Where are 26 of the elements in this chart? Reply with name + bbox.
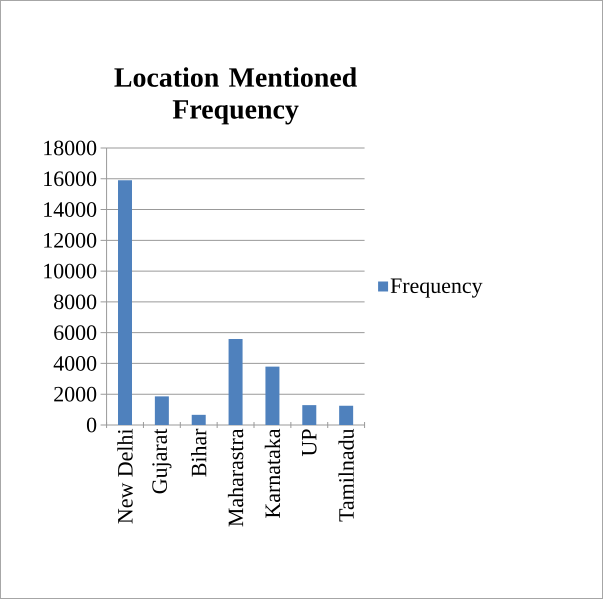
x-tick-label: New Delhi — [117, 428, 133, 524]
bar — [339, 406, 354, 425]
y-tick-label: 18000 — [44, 140, 96, 156]
y-tick-label: 12000 — [44, 232, 96, 248]
chart-title: Location Mentioned Frequency — [114, 67, 357, 124]
bar — [265, 366, 280, 425]
x-tick-label: UP — [302, 429, 317, 456]
bar — [154, 396, 169, 425]
x-tick-label: Tamilnadu — [338, 428, 354, 522]
y-tick-label: 4000 — [54, 356, 96, 371]
bar — [228, 338, 243, 425]
x-tick-label: Karnataka — [264, 428, 280, 518]
y-tick-label: 6000 — [54, 325, 96, 340]
x-tick-label: Gujarat — [152, 428, 172, 494]
y-tick-label: 14000 — [44, 202, 96, 217]
x-tick-label: Maharastra — [228, 428, 244, 526]
legend-label: Frequency — [390, 278, 483, 298]
bar — [118, 180, 132, 425]
y-tick-label: 16000 — [44, 171, 96, 186]
y-tick-label: 10000 — [44, 264, 96, 278]
bar — [302, 405, 316, 425]
y-tick-label: 8000 — [54, 294, 96, 310]
y-tick-label: 0 — [86, 418, 96, 432]
bar — [192, 414, 206, 425]
y-tick-label: 2000 — [54, 386, 96, 402]
x-tick-label: Bihar — [191, 428, 206, 477]
